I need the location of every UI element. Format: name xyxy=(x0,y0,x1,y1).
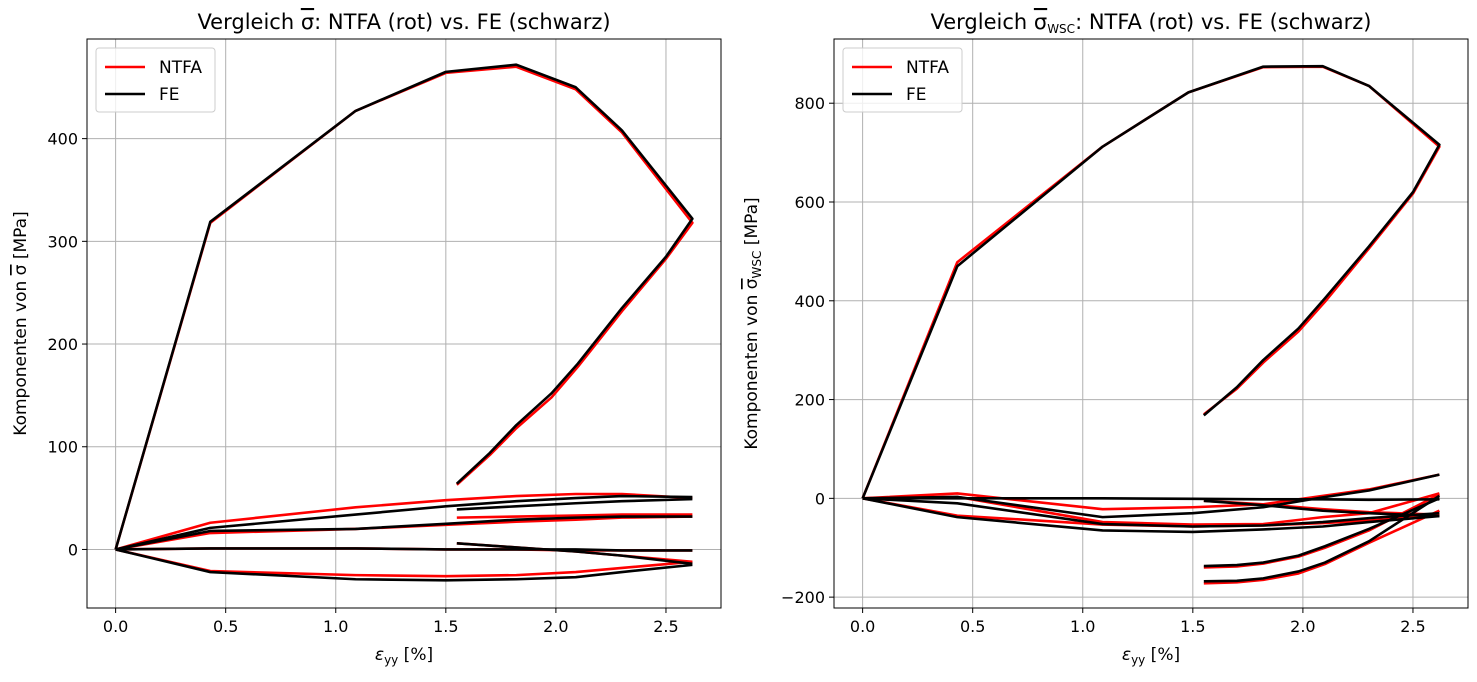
chart-1-xtick-label-1: 0.5 xyxy=(213,617,238,636)
chart-2-xtick-label-1: 0.5 xyxy=(960,617,985,636)
chart-1-series-ntfa-1 xyxy=(115,492,693,551)
chart-1-series-ntfa-2 xyxy=(456,513,693,519)
chart-1-title-part-0: Vergleich xyxy=(197,10,300,34)
chart-2-title-subscript: WSC xyxy=(1047,22,1075,36)
chart-2-series-ntfa-6 xyxy=(1203,509,1440,585)
chart-1-series-fe-13 xyxy=(115,548,693,582)
chart-1-title: Vergleich σ: NTFA (rot) vs. FE (schwarz) xyxy=(197,10,610,34)
chart-2-ylabel-part-3: [MPa] xyxy=(742,197,762,250)
chart-2-xlabel: εyy [%] xyxy=(1122,645,1180,667)
chart-2-xtick-label-2: 1.0 xyxy=(1070,617,1095,636)
chart-1-ytick-label-1: 100 xyxy=(47,438,78,457)
chart-1-ylabel: Komponenten von σ [MPa] xyxy=(11,211,31,435)
chart-1-series-fe-8 xyxy=(115,494,693,551)
chart-2-xtick-label-4: 2.0 xyxy=(1290,617,1315,636)
chart-1-ylabel-part-3: [MPa] xyxy=(11,211,31,264)
chart-2-series-fe-10 xyxy=(862,497,1440,534)
chart-2-legend: NTFA FE xyxy=(842,47,963,113)
chart-1-title-part-3: : NTFA (rot) vs. FE (schwarz) xyxy=(314,10,610,34)
chart-1-ytick-label-2: 200 xyxy=(47,335,78,354)
chart-2-xtick-label-3: 1.5 xyxy=(1180,617,1205,636)
chart-2-xlabel-subscript: yy xyxy=(1131,653,1145,667)
chart-1-frame xyxy=(86,38,722,609)
chart-2-title: Vergleich σWSC: NTFA (rot) vs. FE (schwa… xyxy=(931,10,1372,36)
chart-2-title-symbol: σ xyxy=(1034,10,1047,34)
chart-2-ytick-label-5: 800 xyxy=(794,94,825,113)
chart-2-series-fe-8 xyxy=(862,473,1440,519)
chart-2-legend-label-1: FE xyxy=(906,85,927,105)
chart-1: 0.0 0.5 1.0 1.5 2.0 2.5 0 100 200 300 400 εyy [%] NT… xyxy=(47,38,722,667)
chart-2-series-fe-13 xyxy=(1203,497,1440,568)
chart-2-series-fe-11 xyxy=(862,497,1440,502)
chart-1-series-fe-9 xyxy=(456,497,693,511)
chart-1-series-ntfa-0 xyxy=(114,65,694,550)
chart-1-xlabel-subscript: yy xyxy=(384,653,398,667)
chart-1-ylabel-symbol: σ xyxy=(11,264,31,275)
chart-1-xtick-label-4: 2.0 xyxy=(543,617,568,636)
chart-2-legend-label-0: NTFA xyxy=(906,58,949,78)
chart-1-xtick-label-5: 2.5 xyxy=(653,617,678,636)
chart-1-xtick-label-0: 0.0 xyxy=(103,617,128,636)
chart-1-title-symbol: σ xyxy=(301,10,314,34)
chart-2-ylabel-subscript: WSC xyxy=(750,251,764,279)
chart-1-xtick-label-3: 1.5 xyxy=(433,617,458,636)
chart-1-series-ntfa-6 xyxy=(115,548,693,578)
chart-1-series-fe-10 xyxy=(115,515,693,551)
chart-2-xtick-label-0: 0.0 xyxy=(850,617,875,636)
chart-2-xlabel-symbol: ε xyxy=(1122,645,1131,665)
chart-2-ylabel-part-0: Komponenten von xyxy=(742,289,762,449)
chart-2-ytick-label-4: 600 xyxy=(794,193,825,212)
chart-2-ytick-label-1: 0 xyxy=(815,489,825,508)
chart-2-title-part-0: Vergleich xyxy=(931,10,1034,34)
chart-1-xlabel-symbol: ε xyxy=(375,645,384,665)
chart-2-series-fe-9 xyxy=(1203,499,1440,518)
chart-2-xlabel-unit: [%] xyxy=(1145,645,1180,665)
chart-2-ytick-label-3: 400 xyxy=(794,292,825,311)
chart-1-ytick-label-0: 0 xyxy=(68,540,78,559)
chart-2-ytick-label-0: −200 xyxy=(781,588,825,607)
chart-1-xlabel: εyy [%] xyxy=(375,645,433,667)
chart-1-legend-box xyxy=(95,47,216,113)
chart-2-ylabel: Komponenten von σWSC [MPa] xyxy=(742,197,764,449)
chart-1-legend: NTFA FE xyxy=(95,47,216,113)
chart-2-ytick-label-2: 200 xyxy=(794,391,825,410)
chart-1-series-fe-11 xyxy=(115,547,693,552)
chart-1-xtick-label-2: 1.0 xyxy=(323,617,348,636)
chart-1-series-fe-7 xyxy=(114,63,694,550)
chart-1-series-fe-12 xyxy=(456,541,693,566)
chart-1-legend-label-1: FE xyxy=(159,85,180,105)
chart-2-series-ntfa-0 xyxy=(861,65,1441,499)
chart-2-legend-box xyxy=(842,47,963,113)
chart-1-ylabel-part-0: Komponenten von xyxy=(11,275,31,435)
chart-2-ylabel-symbol: σ xyxy=(742,278,762,289)
chart-1-xlabel-unit: [%] xyxy=(398,645,433,665)
chart-2-series-fe-14 xyxy=(1203,494,1441,583)
chart-2-series-fe-7 xyxy=(861,64,1441,499)
chart-1-ytick-label-4: 400 xyxy=(47,130,78,149)
chart-1-legend-label-0: NTFA xyxy=(159,58,202,78)
chart-2-frame xyxy=(833,38,1469,609)
chart-2-xtick-label-5: 2.5 xyxy=(1400,617,1425,636)
chart-2: 0.0 0.5 1.0 1.5 2.0 2.5 −200 0 200 400 600 800 εyy [… xyxy=(781,38,1469,667)
chart-2-title-part-3: : NTFA (rot) vs. FE (schwarz) xyxy=(1075,10,1371,34)
chart-1-ytick-label-3: 300 xyxy=(47,232,78,251)
chart-2-series-fe-12 xyxy=(862,497,1440,528)
